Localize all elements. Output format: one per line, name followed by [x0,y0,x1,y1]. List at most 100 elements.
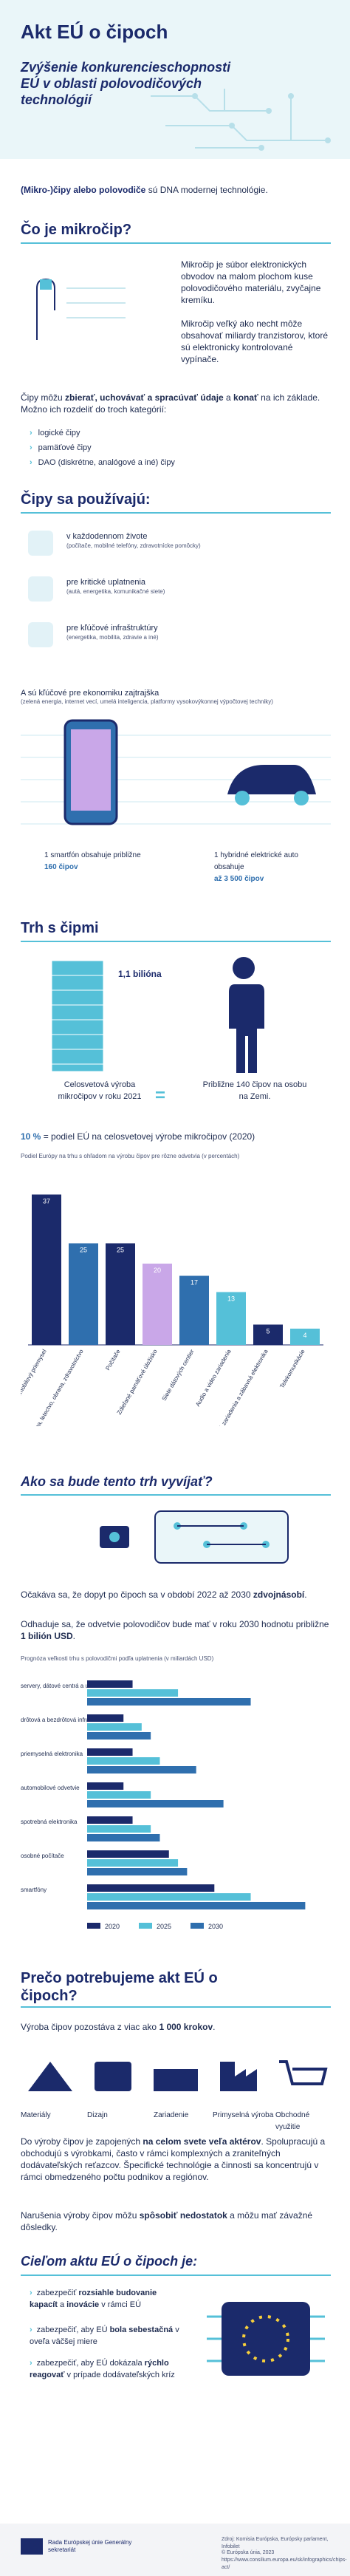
forecast-category-label: priemyselná elektronika [21,1751,83,1757]
design-icon [95,2062,131,2091]
what-heading: Čo je mikročip? [21,222,132,238]
bar-6 [216,1292,246,1345]
supply-chain-icons [28,2060,328,2091]
what-paragraph-1: Mikročip je súbor elektronických obvodov… [181,259,321,305]
legend-label: 2025 [157,1923,171,1930]
forecast-bar-2025 [87,1825,151,1833]
eu-flag-logo [21,2538,43,2555]
growth-heading: Ako sa bude tento trh vyvíjať? [21,1474,213,1489]
chart-title: Podiel Európy na trhu s ohľadom na výrob… [21,1153,240,1159]
growth-paragraph-2: Odhaduje sa, že odvetvie polovodičov bud… [21,1619,329,1641]
laptop-icon [28,531,53,556]
chip-stack-icon [51,961,104,1071]
forecast-bar-2025 [87,1757,160,1765]
page-subtitle: Zvýšenie konkurencieschopnosti EÚ v obla… [21,60,231,107]
legend-swatch [139,1923,152,1929]
bar-8 [290,1329,320,1345]
category-label: Audio a video zariadenia [194,1348,233,1408]
why-heading: Prečo potrebujeme akt EÚ o čipoch? [21,1970,218,2004]
electric-car-icon [227,765,316,794]
circuit-illustration [151,89,331,151]
materials-icon [28,2062,72,2091]
heading-divider [21,2006,331,2008]
forecast-bar-2030 [87,1868,188,1875]
cart-icon [279,2060,328,2085]
bar-2 [69,1243,98,1345]
circuit-board-icon [154,1510,289,1564]
forecast-bar-2020 [87,1884,215,1892]
bar-value-label: 25 [80,1247,87,1254]
forecast-bar-2020 [87,1782,124,1790]
category-label: Telekomunikácie [278,1348,306,1389]
why-paragraph-2: Do výroby čipov je zapojených na celom s… [21,2136,326,2182]
bar-value-label: 20 [154,1267,161,1274]
what-paragraph-2: Mikročip veľký ako necht môže obsahovať … [181,318,329,364]
growth-paragraph-1: Očakáva sa, že dopyt po čipoch sa v obdo… [21,1589,307,1600]
used-item-2-sub: (autá, energetika, komunikačné siete) [66,588,165,595]
forecast-bar-2025 [87,1893,251,1901]
intro-text: (Mikro-)čipy alebo polovodiče sú DNA mod… [21,185,268,195]
key-line: A sú kľúčové pre ekonomiku zajtrajška [21,689,159,698]
footer-link[interactable]: https://www.consilium.europa.eu/sk/infog… [222,2558,347,2570]
footer-copyright: © Európska únia, 2023 [222,2550,275,2555]
factory-icon [220,2062,257,2091]
bar-5 [179,1275,209,1345]
eu-share: 10 % = podiel EÚ na celosvetovej výrobe … [21,1131,255,1142]
forecast-bar-2030 [87,1800,224,1807]
car-text: 1 hybridné elektrické auto obsahuje až 3 … [214,851,298,883]
car-icon [28,576,53,602]
legend-swatch [191,1923,204,1929]
legend-swatch [87,1923,100,1929]
goal-item-1: zabezpečiť rozsiahle budovanie kapacít a… [30,2287,185,2311]
forecast-category-label: drôtová a bezdrôtová infraštruktúra [21,1717,113,1723]
footer-source: Zdroj: Komisia Európska, Európsky parlam… [222,2537,329,2549]
heading-divider [21,2275,331,2276]
forecast-bar-2020 [87,1816,133,1824]
forecast-bar-2030 [87,1766,196,1773]
forecast-bar-2020 [87,1850,169,1858]
forecast-bar-2025 [87,1859,179,1867]
page-title: Akt EÚ o čipoch [21,21,168,43]
market-heading: Trh s čipmi [21,920,99,936]
bar-value-label: 13 [227,1295,235,1303]
person-icon [229,957,264,1073]
bar-4 [143,1264,172,1345]
category-label: Siete dátových centier [161,1348,196,1402]
category-dao: DAO (diskrétne, analógové a iné) čipy [30,458,175,467]
used-item-3-title: pre kľúčové infraštruktúry [66,624,158,633]
finger-chip-icon [36,278,126,340]
heading-divider [21,1494,331,1496]
goal-item-2: zabezpečiť, aby EÚ bola sebestačná v ove… [30,2324,185,2348]
used-item-2-title: pre kritické uplatnenia [66,578,146,587]
used-item-1-sub: (počítače, mobilné telefóny, zdravotníck… [66,542,201,549]
heading-divider [21,941,331,942]
footer [0,2524,350,2576]
market-left-text: Celosvetová výroba mikročipov v roku 202… [58,1080,142,1101]
forecast-bar-2020 [87,1680,133,1688]
bar-value-label: 4 [303,1332,306,1339]
goal-item-3: zabezpečiť, aby EÚ dokázala rýchlo reago… [30,2357,185,2381]
chip-icon [100,1526,129,1548]
forecast-bar-2030 [87,1902,306,1909]
used-heading: Čipy sa používajú: [21,491,151,508]
bar-value-label: 37 [43,1198,50,1205]
forecast-category-label: spotrebná elektronika [21,1819,78,1825]
forecast-bar-2030 [87,1834,160,1841]
footer-org: Rada Európskej únie Generálny sekretariá… [48,2539,132,2553]
forecast-category-label: automobilové odvetvie [21,1785,80,1791]
bar-3 [106,1243,135,1345]
heading-divider [21,512,331,514]
bar-value-label: 25 [117,1247,124,1254]
heading-divider [21,242,331,244]
forecast-category-label: servery, dátové centrá a uchovávanie dát [21,1683,128,1689]
market-right-text: Približne 140 čipov na osobu na Zemi. [202,1080,307,1101]
used-item-3-sub: (energetika, mobilita, zdravie a iné) [66,634,159,641]
why-paragraph-3: Narušenia výroby čipov môžu spôsobiť ned… [21,2210,313,2232]
legend-label: 2030 [208,1923,223,1930]
used-item-1-title: v každodennom živote [66,532,148,541]
market-forecast-chart: servery, dátové centrá a uchovávanie dát… [21,1680,306,1930]
forecast-bar-2020 [87,1748,133,1756]
stack-label: 1,1 bilióna [118,969,162,979]
forecast-bar-2030 [87,1732,151,1740]
